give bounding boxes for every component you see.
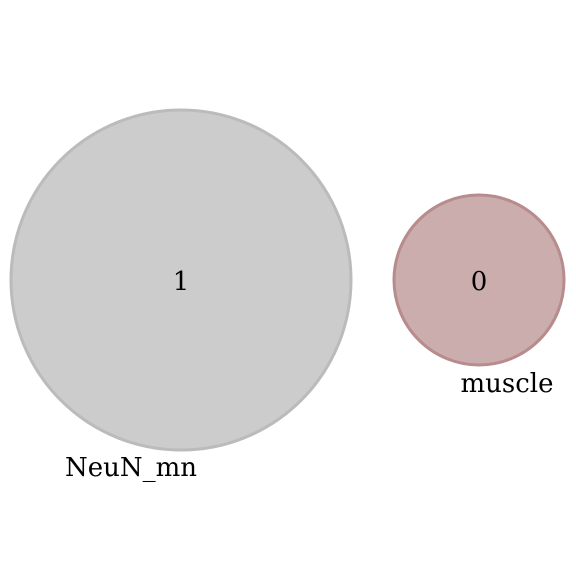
set-label-muscle: muscle <box>460 369 553 399</box>
set-count-muscle: 0 <box>471 267 488 297</box>
set-circle-neun-mn <box>9 108 353 452</box>
set-count-neun-mn: 1 <box>173 267 190 297</box>
set-label-neun-mn: NeuN_mn <box>65 453 197 483</box>
set-circle-muscle <box>392 193 566 367</box>
